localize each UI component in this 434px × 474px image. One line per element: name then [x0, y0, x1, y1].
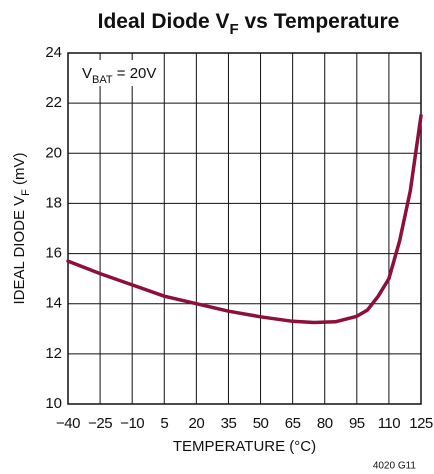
y-tick-label: 22 — [45, 94, 62, 111]
x-tick-label: 125 — [409, 415, 433, 432]
y-tick-label: 10 — [45, 395, 62, 412]
y-axis-label: IDEAL DIODE VF (mV) — [11, 152, 32, 304]
plot-area — [67, 52, 422, 405]
annotation-bg — [76, 60, 158, 86]
annotation-part: = 20V — [113, 65, 157, 82]
x-tick-label: 20 — [189, 415, 205, 432]
annotation-part: V — [82, 65, 92, 82]
x-axis-label: TEMPERATURE (°C) — [173, 438, 316, 455]
chart-title: Ideal Diode VF vs Temperature — [98, 10, 400, 39]
y-axis-label-part: F — [20, 189, 32, 196]
x-tick-label: −40 — [56, 415, 80, 432]
chart-title-part: F — [230, 21, 239, 38]
y-tick-label: 16 — [45, 245, 62, 262]
y-tick-label: 12 — [45, 345, 62, 362]
x-tick-label: 95 — [349, 415, 365, 432]
y-axis-label-part: (mV) — [11, 152, 28, 189]
x-tick-label: 35 — [221, 415, 237, 432]
footnote: 4020 G11 — [373, 461, 417, 472]
x-tick-label: −25 — [88, 415, 112, 432]
x-tick-label: 110 — [378, 415, 401, 432]
y-tick-label: 14 — [45, 295, 62, 312]
chart-title-part: vs Temperature — [239, 10, 400, 33]
x-tick-label: −10 — [120, 415, 144, 432]
y-tick-label: 18 — [45, 194, 62, 211]
x-tick-label: 65 — [285, 415, 301, 432]
annotation: VBAT = 20V — [82, 65, 156, 86]
data-line — [66, 113, 423, 325]
x-tick-label: 80 — [317, 415, 333, 432]
x-tick-label: 50 — [253, 415, 269, 432]
y-axis-label-part: IDEAL DIODE V — [11, 196, 28, 305]
chart-title-part: Ideal Diode V — [98, 10, 230, 33]
x-tick-label: 5 — [160, 415, 168, 432]
y-tick-label: 24 — [45, 44, 62, 61]
annotation-part: BAT — [92, 74, 113, 86]
y-tick-label: 20 — [45, 144, 62, 161]
